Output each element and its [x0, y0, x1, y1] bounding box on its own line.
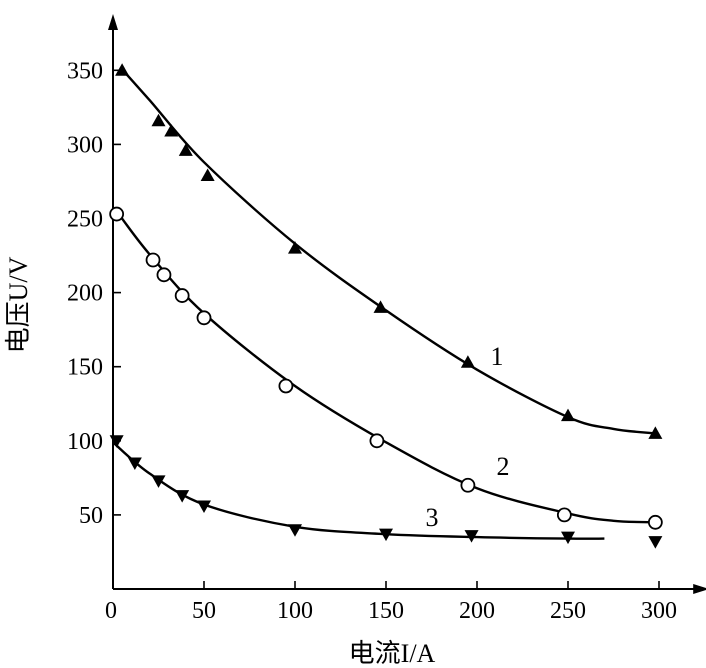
- series-1-curve: [119, 66, 656, 435]
- series-2-point: [109, 206, 125, 222]
- x-axis-arrow: [693, 584, 706, 594]
- y-axis-title: 电压U/V: [4, 256, 33, 353]
- y-tick-label: 50: [79, 503, 103, 529]
- series-2-point: [278, 378, 294, 394]
- series-1-point: [164, 124, 179, 137]
- series-3-point: [288, 524, 302, 537]
- series-curves: [112, 66, 656, 540]
- text-labels: 电流I/A 电压U/V 0 50 100 150 200 250 300 50 100 150 20…: [4, 58, 677, 668]
- x-tick-label: 0: [105, 598, 117, 624]
- series-1-point: [115, 63, 130, 76]
- series-2-curve: [115, 210, 656, 524]
- x-tick-label: 150: [368, 598, 404, 624]
- series-3-point: [151, 475, 166, 488]
- series-1-point: [460, 355, 475, 368]
- x-tick-label: 200: [459, 598, 495, 624]
- series-2-point: [556, 507, 572, 523]
- series-3-point: [464, 530, 479, 543]
- series-1-point: [200, 168, 215, 182]
- series-2-point: [174, 288, 190, 303]
- series-1-label: 1: [491, 342, 504, 371]
- y-tick-label: 200: [67, 281, 103, 307]
- series-3-point: [197, 500, 211, 514]
- x-tick-label: 100: [277, 598, 313, 624]
- y-tick-label: 150: [67, 355, 103, 381]
- series-markers: [109, 63, 663, 549]
- x-axis-title: 电流I/A: [349, 639, 436, 668]
- series-3-point: [175, 490, 190, 503]
- series-2-label: 2: [497, 452, 510, 481]
- series-3-point: [561, 531, 575, 545]
- y-tick-label: 300: [67, 132, 103, 158]
- y-tick-label: 250: [67, 207, 103, 233]
- series-2-point: [369, 433, 385, 449]
- series-3-point: [109, 435, 124, 448]
- x-tick-label: 50: [192, 598, 216, 624]
- series-2-point: [647, 514, 663, 530]
- y-axis-arrow: [108, 14, 118, 30]
- series-1-point: [561, 408, 575, 422]
- y-tick-label: 350: [67, 58, 103, 84]
- series-3-point: [127, 457, 142, 471]
- series-1-point: [648, 426, 663, 439]
- series-1-point: [151, 113, 166, 127]
- series-3-point: [648, 536, 663, 549]
- series-3-label: 3: [426, 503, 439, 532]
- series-1-point: [178, 143, 193, 156]
- series-2-point: [145, 252, 161, 268]
- tick-marks: [112, 69, 660, 589]
- x-tick-label: 300: [641, 598, 677, 624]
- x-tick-label: 250: [550, 598, 586, 624]
- series-3-point: [379, 528, 393, 542]
- series-2-point: [196, 310, 212, 326]
- axes: [108, 14, 706, 594]
- series-1-point: [288, 241, 302, 254]
- y-tick-label: 100: [67, 429, 103, 455]
- series-2-point: [156, 267, 172, 283]
- series-2-point: [460, 477, 476, 493]
- series-1-point: [373, 300, 388, 313]
